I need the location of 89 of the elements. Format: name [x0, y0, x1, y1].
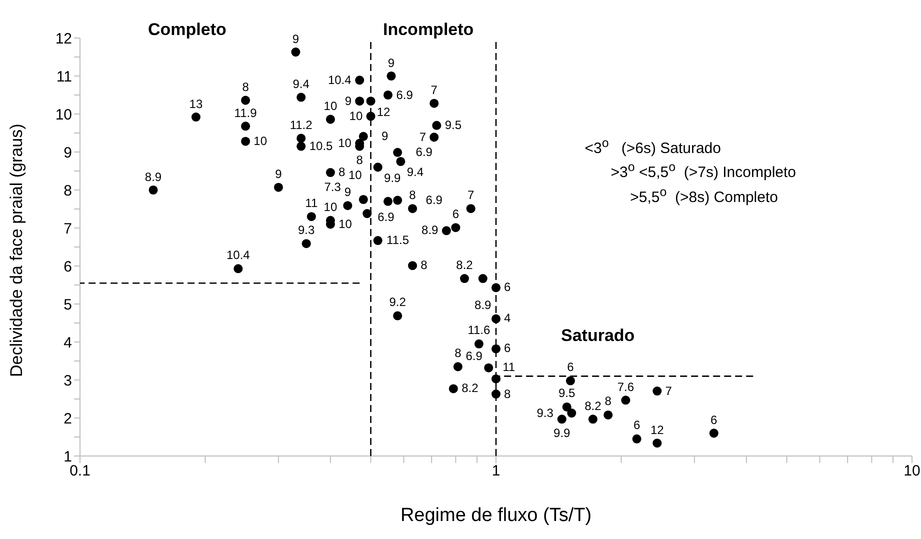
- annotation: 6: [451, 207, 460, 222]
- annotation: 11.5: [386, 233, 410, 248]
- annotation: 10: [322, 200, 338, 214]
- annotation: 11.6: [466, 323, 492, 338]
- y-tick-label: 9: [64, 144, 72, 162]
- annotation: Saturado: [561, 326, 635, 346]
- annotation: 8: [604, 394, 612, 408]
- annotation: 9.4: [292, 76, 310, 91]
- annotation: 7.3: [323, 180, 342, 194]
- annotation: 8: [355, 152, 364, 167]
- annotation: 7: [430, 82, 438, 97]
- annotation: >5,5$^{o}$ (>8s) Completo: [630, 185, 778, 206]
- y-tick-label: 6: [64, 258, 72, 276]
- annotation: 8.2: [584, 398, 602, 413]
- x-tick-label: 10: [904, 462, 920, 480]
- annotation: 10: [322, 98, 338, 113]
- annotation: 9.9: [552, 426, 572, 440]
- annotation: 6.9: [395, 88, 414, 102]
- annotation: 11.2: [288, 118, 314, 132]
- annotation: 8: [503, 386, 512, 401]
- annotation: 7.6: [616, 380, 636, 394]
- annotation: 12: [376, 104, 392, 119]
- annotation: 9: [343, 185, 352, 200]
- annotation: 10.4: [326, 72, 352, 87]
- y-tick-label: 5: [64, 296, 72, 314]
- annotation: 9.3: [296, 223, 316, 238]
- annotation: 6: [710, 412, 718, 427]
- annotation: 9.3: [536, 406, 554, 420]
- annotation: 7: [664, 384, 673, 398]
- annotation: 6.9: [414, 144, 434, 159]
- annotation: 6: [566, 360, 575, 374]
- annotation: 8.9: [474, 298, 492, 312]
- annotation: 4: [503, 311, 512, 326]
- annotation: Completo: [148, 20, 226, 40]
- annotation: 13: [188, 96, 204, 111]
- y-axis-title: Declividade da face praial (graus): [7, 124, 26, 377]
- x-tick-label: 1: [492, 462, 500, 480]
- y-tick-label: 8: [64, 182, 72, 200]
- annotation: 9: [344, 94, 353, 108]
- annotation: 6: [503, 280, 512, 294]
- x-tick-label: 0.1: [70, 462, 90, 480]
- y-tick-label: 1: [64, 448, 72, 466]
- annotation: 8.9: [420, 223, 440, 238]
- y-tick-label: 3: [64, 372, 72, 390]
- y-tick-label: 4: [64, 334, 72, 352]
- annotation: 8: [408, 188, 417, 202]
- annotation: 7: [466, 188, 476, 202]
- annotation: 10: [337, 136, 352, 150]
- annotation: 9: [274, 166, 283, 181]
- annotation: 10.4: [225, 248, 251, 262]
- annotation: 9.2: [388, 295, 407, 310]
- annotation: 11: [304, 196, 319, 210]
- annotation: 9.9: [383, 170, 402, 185]
- annotation: 10: [252, 134, 268, 148]
- annotation: <3$^{o}$ (>6s) Saturado: [584, 136, 721, 157]
- annotation: 10: [348, 168, 363, 182]
- annotation: 8.2: [455, 258, 474, 272]
- annotation: 7: [418, 130, 428, 144]
- annotation: 9: [291, 32, 300, 46]
- annotation: 6: [632, 418, 642, 432]
- annotation: 8.9: [144, 170, 163, 184]
- annotation: 12: [649, 422, 665, 437]
- annotation: 8: [338, 165, 346, 180]
- annotation: 8: [241, 80, 250, 94]
- annotation: 9.5: [557, 386, 576, 400]
- annotation: 11.9: [233, 106, 258, 120]
- annotation: 9.4: [406, 165, 425, 179]
- annotation: 6.9: [376, 210, 396, 224]
- annotation: 6.9: [464, 349, 484, 364]
- annotation: 9.5: [444, 118, 463, 132]
- y-tick-label: 2: [64, 410, 72, 428]
- annotation: Incompleto: [383, 20, 474, 40]
- y-tick-label: 12: [55, 30, 72, 48]
- annotation: 6.9: [424, 192, 444, 207]
- x-axis-title: Regime de fluxo (Ts/T): [400, 505, 592, 526]
- annotation: 8.2: [460, 381, 480, 396]
- y-tick-label: 11: [56, 68, 72, 86]
- y-tick-label: 10: [55, 106, 72, 124]
- annotation: 10.5: [308, 138, 334, 153]
- y-tick-label: 7: [64, 220, 72, 238]
- annotation: >3$^{o}$ <5,5$^{o}$ (>7s) Incompleto: [610, 160, 796, 181]
- annotation: 10: [338, 216, 353, 231]
- annotation: 9: [386, 56, 396, 70]
- annotation: 10: [348, 108, 364, 123]
- annotation: 8: [420, 258, 428, 272]
- annotation: 8: [454, 346, 462, 360]
- annotation: 11: [502, 360, 516, 374]
- annotation: 6: [503, 341, 512, 356]
- annotation: 9: [380, 128, 390, 143]
